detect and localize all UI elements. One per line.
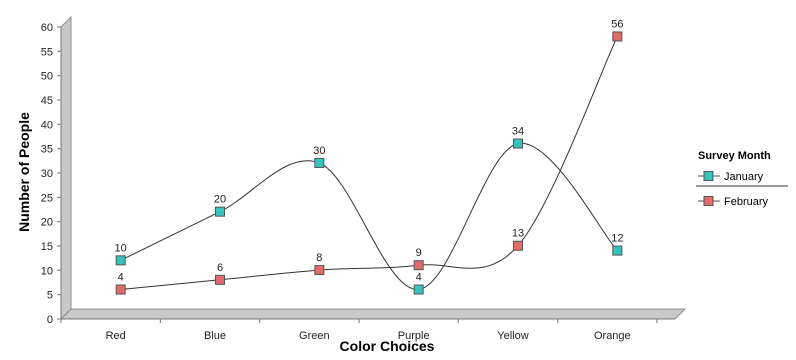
- point-january: [215, 206, 225, 217]
- x-tick-label: Blue: [204, 330, 226, 342]
- y-tick-label: 10: [41, 265, 53, 277]
- data-label-january: 12: [611, 233, 623, 245]
- x-tick-label: Red: [106, 330, 126, 342]
- data-labels: 10 20 30 4 34 12 4 6 8 9 13 56: [115, 18, 624, 283]
- left-wall: [60, 15, 72, 321]
- y-tick-label: 0: [47, 314, 53, 326]
- floor: [59, 308, 687, 320]
- point-february: [513, 240, 523, 251]
- y-tick-label: 35: [41, 144, 53, 156]
- legend-label-february: February: [724, 196, 769, 208]
- y-tick-label: 30: [41, 168, 53, 180]
- point-february: [215, 274, 225, 285]
- legend-label-january: January: [724, 171, 764, 183]
- point-january: [513, 138, 523, 149]
- data-label-january: 10: [115, 242, 127, 254]
- point-january: [612, 245, 623, 256]
- data-label-february: 13: [512, 228, 524, 240]
- x-tick-label: Purple: [398, 330, 430, 342]
- x-axis-ticks: Red Blue Green Purple Yellow Orange: [60, 319, 658, 342]
- y-tick-label: 55: [41, 46, 53, 58]
- x-axis-title: Color Choices: [340, 338, 435, 354]
- data-label-february: 8: [316, 252, 322, 264]
- x-tick-label: Yellow: [497, 330, 528, 342]
- data-label-february: 4: [118, 272, 124, 284]
- data-label-february: 9: [416, 247, 422, 259]
- data-label-january: 4: [416, 272, 422, 284]
- data-label-february: 6: [217, 262, 223, 274]
- y-tick-label: 45: [41, 95, 53, 107]
- data-label-january: 30: [313, 145, 325, 157]
- x-tick-label: Orange: [594, 330, 631, 342]
- series-points: [115, 31, 623, 295]
- x-tick-label: Green: [299, 330, 330, 342]
- y-tick-label: 40: [41, 119, 53, 131]
- y-tick-label: 15: [41, 241, 53, 253]
- point-february: [612, 31, 623, 42]
- legend-title: Survey Month: [698, 150, 771, 162]
- point-january: [314, 158, 325, 168]
- y-tick-label: 60: [41, 22, 53, 34]
- y-axis-title: Number of People: [16, 112, 32, 232]
- point-january: [115, 255, 126, 266]
- point-january: [413, 284, 424, 295]
- y-axis-ticks: 0 5 10 15 20 25 30 35 40 45 50 55 60: [41, 22, 61, 326]
- plot-frame: [59, 15, 687, 321]
- point-february: [413, 260, 424, 271]
- y-tick-label: 5: [47, 290, 53, 302]
- series-line-january: [120, 143, 618, 291]
- legend-marker-january: [703, 171, 714, 181]
- data-label-january: 34: [512, 126, 524, 138]
- point-february: [314, 265, 325, 276]
- data-label-february: 56: [611, 18, 623, 30]
- data-label-january: 20: [214, 194, 226, 206]
- legend-items: January February: [698, 171, 769, 208]
- legend-marker-february: [703, 196, 714, 206]
- y-tick-label: 25: [41, 192, 53, 204]
- point-february: [115, 284, 126, 295]
- y-tick-label: 50: [41, 71, 53, 83]
- series-line-february: [120, 36, 618, 291]
- y-tick-label: 20: [41, 217, 53, 229]
- legend: Survey Month January February: [696, 150, 788, 208]
- series-lines: [120, 36, 618, 291]
